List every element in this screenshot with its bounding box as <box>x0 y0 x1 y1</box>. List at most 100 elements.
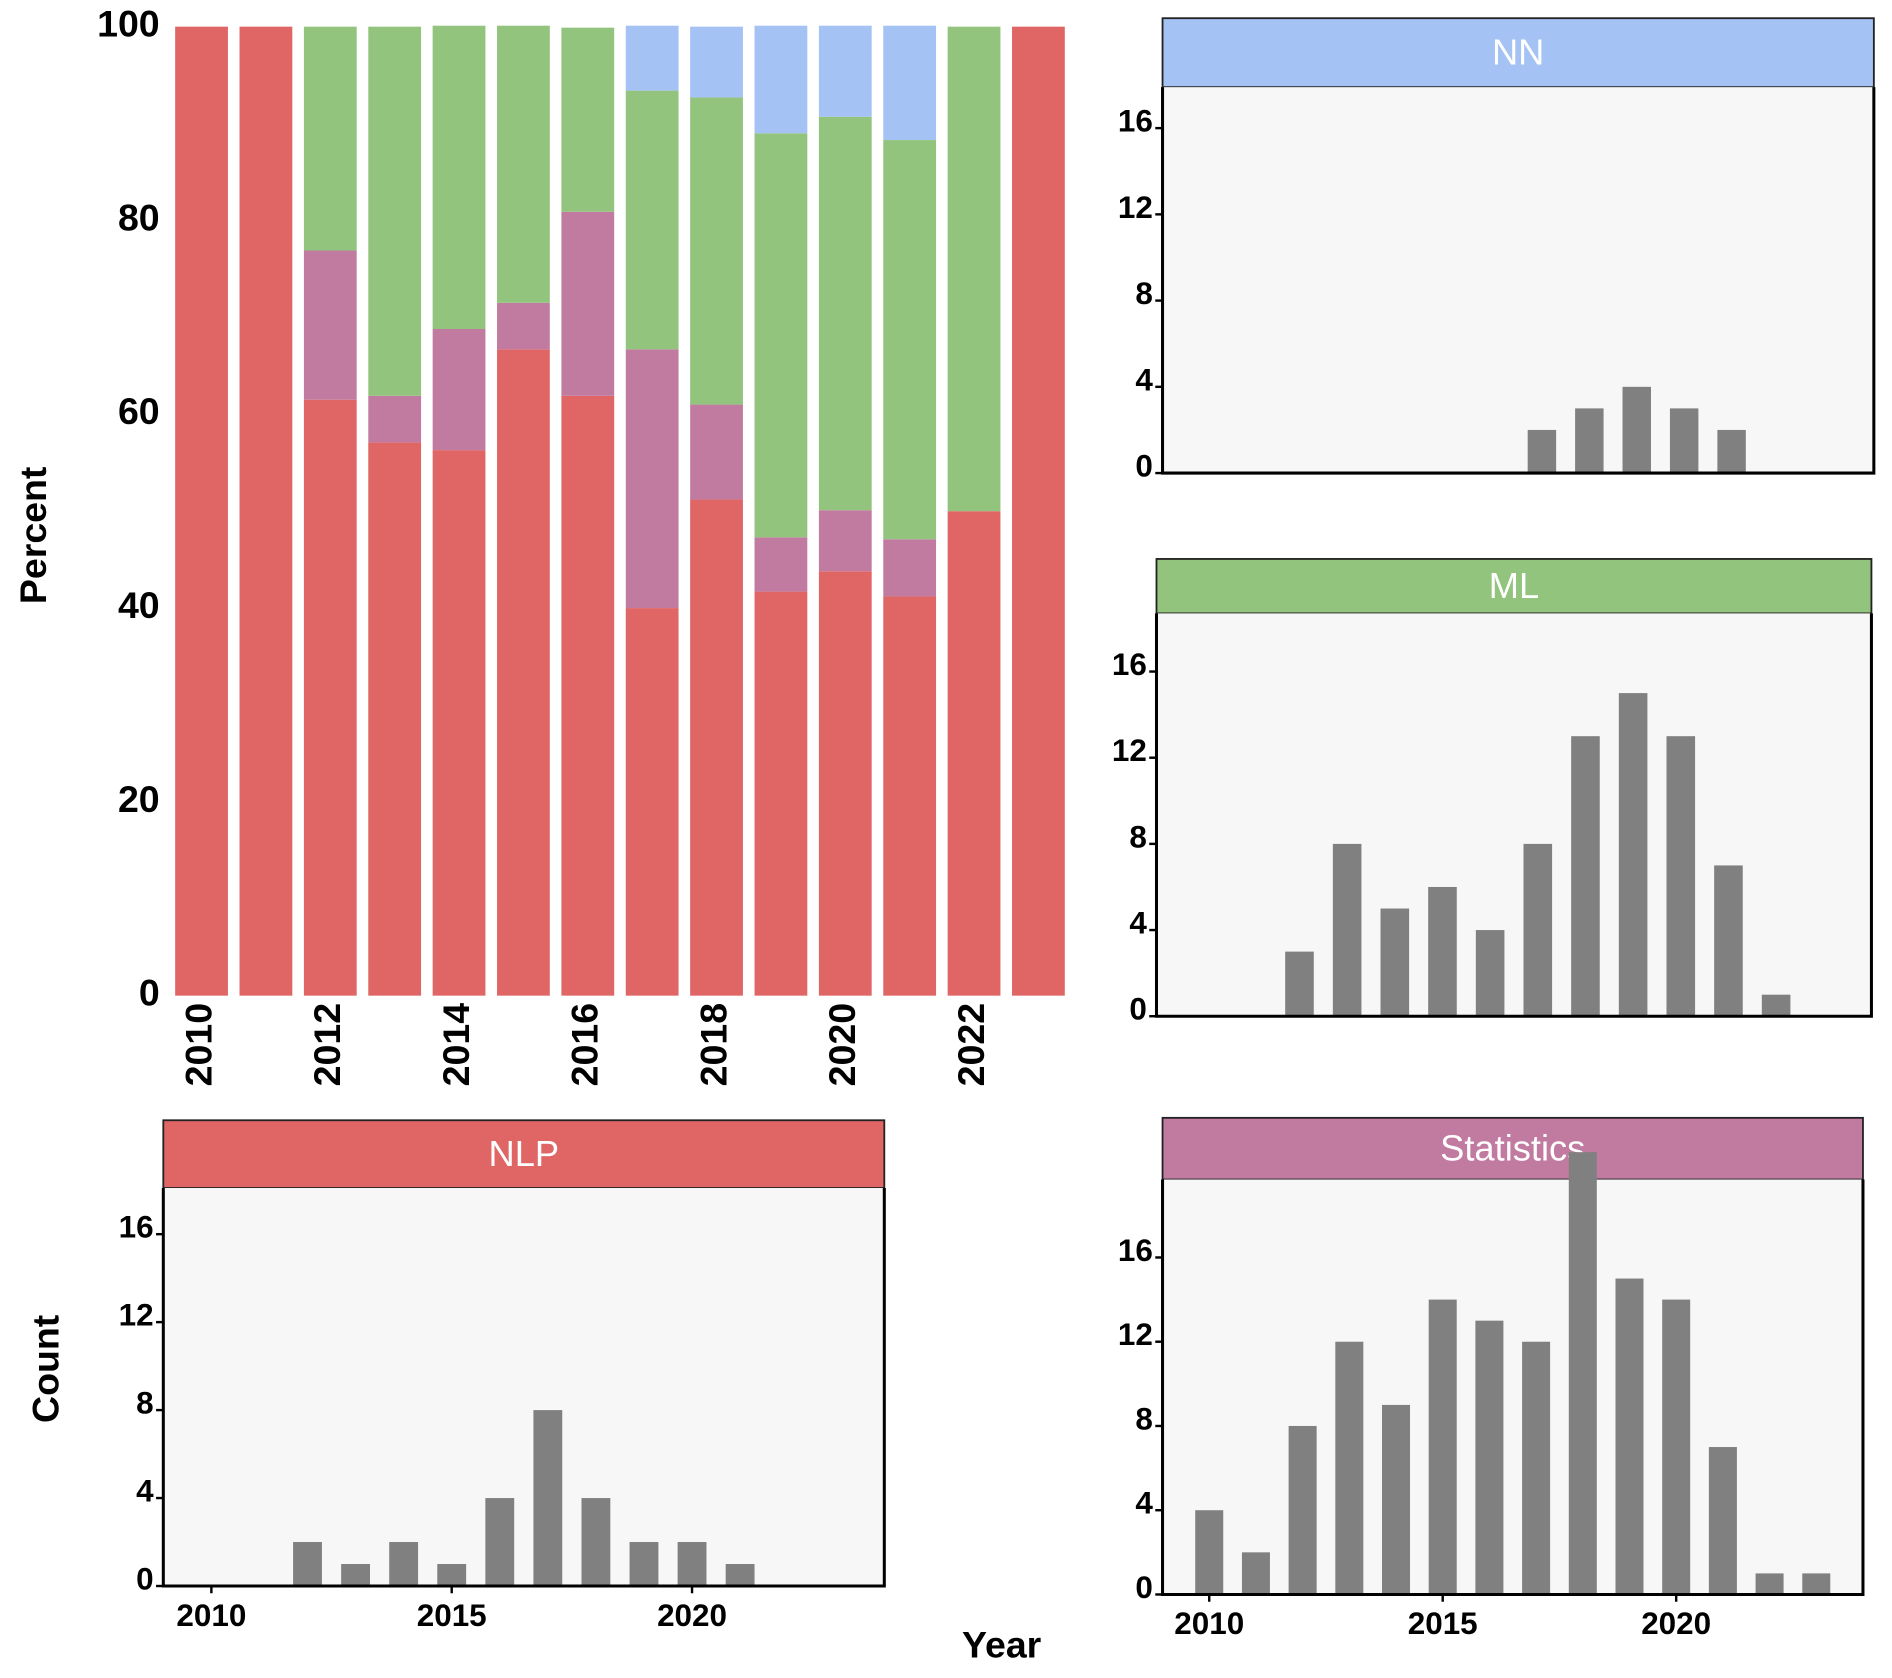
panel-title: NN <box>1492 32 1544 73</box>
bar <box>1666 736 1696 1017</box>
axis-frame <box>1161 87 1876 475</box>
bar <box>293 1542 322 1587</box>
y-tick-label: 16 <box>1118 104 1153 139</box>
y-tick-label: 4 <box>136 1474 154 1509</box>
y-tick-label: 4 <box>1135 1486 1153 1521</box>
x-tick-label: 2016 <box>564 1003 606 1086</box>
bar-segment <box>561 395 615 996</box>
bar <box>1241 1552 1270 1595</box>
header <box>1161 17 1875 89</box>
y-tick-label: 40 <box>118 584 160 626</box>
bar <box>1708 1447 1737 1595</box>
y-tick-label: 80 <box>118 196 160 238</box>
axis-frame <box>161 1188 886 1588</box>
bar <box>389 1542 419 1587</box>
bar <box>1428 886 1457 1017</box>
header <box>1155 558 1873 615</box>
bar-segment <box>690 97 743 405</box>
bar <box>1622 386 1651 474</box>
y-tick-label: 0 <box>1135 449 1152 484</box>
x-tick-label: 2010 <box>1174 1606 1244 1641</box>
x-tick-label: 2020 <box>657 1598 727 1633</box>
bar-segment <box>625 349 679 609</box>
bar-segment <box>368 395 422 443</box>
bar <box>1195 1510 1224 1595</box>
bar <box>1527 429 1557 474</box>
plot-area <box>1162 87 1874 474</box>
y-tick-label: 0 <box>1135 1570 1152 1605</box>
x-axis-label: Year <box>962 1624 1042 1666</box>
bar-segment <box>497 349 550 996</box>
y-tick-label: 0 <box>1129 992 1146 1027</box>
x-tick-label: 2014 <box>435 1003 477 1087</box>
bar <box>677 1542 707 1587</box>
x-tick-label: 2015 <box>1408 1606 1478 1641</box>
bar <box>1475 1320 1504 1595</box>
bar-segment <box>690 26 743 98</box>
bar-segment <box>432 25 486 329</box>
panel-title: NLP <box>489 1133 560 1174</box>
bar-segment <box>625 25 679 91</box>
axis-frame <box>1154 613 1873 1018</box>
plot-area <box>1162 1179 1863 1595</box>
bar <box>1380 908 1410 1017</box>
bar-segment <box>754 591 808 996</box>
bar <box>1428 1299 1457 1595</box>
bar <box>341 1564 370 1587</box>
bar-segment <box>561 211 615 396</box>
bar <box>1522 1341 1551 1595</box>
bar-segment <box>818 571 872 996</box>
x-tick-label: 2012 <box>306 1003 348 1086</box>
bar <box>725 1564 755 1587</box>
bar-segment <box>818 510 872 572</box>
bar-segment <box>497 25 550 303</box>
y-tick-label: 8 <box>136 1386 153 1421</box>
bar <box>1285 951 1314 1017</box>
y-tick-label: 16 <box>1112 647 1147 682</box>
bar-segment <box>883 140 937 540</box>
y-tick-label: 0 <box>136 1561 153 1596</box>
bar-segment <box>818 25 872 117</box>
bar-segment <box>432 328 486 451</box>
bar-segment <box>303 26 357 251</box>
bar-segment <box>303 399 357 996</box>
y-tick-label: 16 <box>119 1210 154 1245</box>
header <box>1161 1116 1864 1181</box>
plot-area <box>1156 613 1872 1017</box>
bar <box>1714 865 1743 1017</box>
panel-title: Statistics <box>1440 1128 1585 1169</box>
y-tick-label: 8 <box>1135 1401 1152 1436</box>
y-tick-label: 4 <box>1135 362 1153 397</box>
y-tick-label: 16 <box>1118 1233 1153 1268</box>
y-tick-label: 12 <box>1118 190 1153 225</box>
y-tick-label: 12 <box>1118 1317 1153 1352</box>
bar-segment <box>754 25 808 134</box>
x-tick-label: 2022 <box>950 1003 992 1086</box>
y-tick-label: 0 <box>139 972 160 1014</box>
bar-segment <box>690 499 743 996</box>
bar <box>1761 994 1791 1017</box>
x-tick-label: 2020 <box>1641 1606 1711 1641</box>
bar <box>1475 930 1505 1017</box>
bar-segment <box>1012 26 1065 996</box>
bar-segment <box>303 250 357 400</box>
bar <box>1615 1278 1644 1595</box>
bar <box>1568 1152 1597 1595</box>
y-tick-label: 12 <box>1112 733 1147 768</box>
y-axis-label: Count <box>24 1314 66 1423</box>
bar-segment <box>368 26 422 396</box>
bar <box>581 1498 611 1587</box>
x-tick-label: 2018 <box>692 1003 734 1086</box>
bar-segment <box>625 608 679 996</box>
bar-segment <box>239 26 293 996</box>
plot-area <box>163 1188 885 1587</box>
bar-segment <box>497 302 550 350</box>
bar <box>1575 408 1604 474</box>
bar-segment <box>754 537 808 592</box>
y-tick-label: 12 <box>119 1298 154 1333</box>
bar <box>1382 1404 1411 1595</box>
y-tick-label: 100 <box>97 3 160 45</box>
bar <box>1618 693 1648 1017</box>
bar-segment <box>432 450 486 996</box>
bar-segment <box>690 404 743 500</box>
